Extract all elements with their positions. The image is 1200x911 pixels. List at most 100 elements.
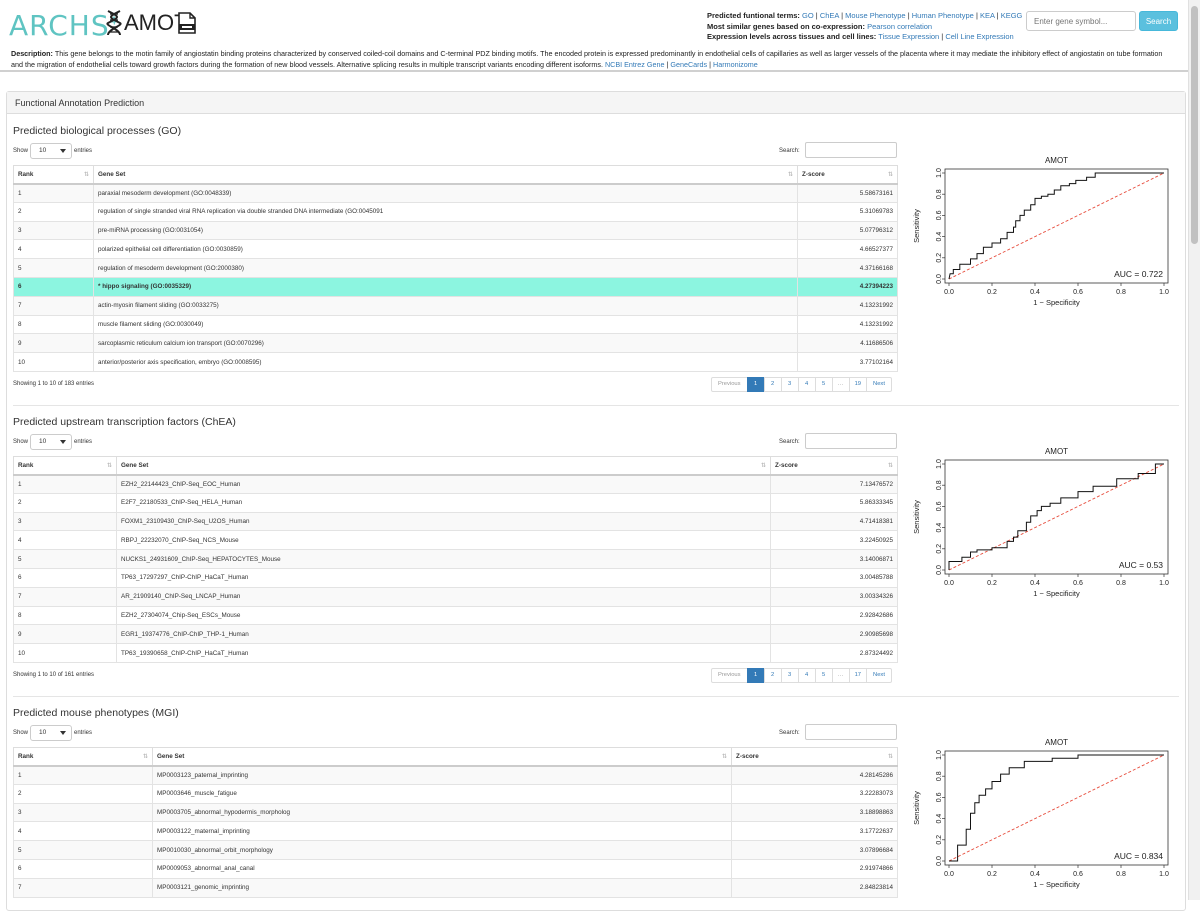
- pagination-page[interactable]: 4: [797, 377, 816, 392]
- pagination-previous[interactable]: Previous: [711, 668, 748, 683]
- table-row[interactable]: 10 anterior/posterior axis specification,…: [13, 352, 898, 372]
- entries-length-select[interactable]: 10: [30, 434, 72, 450]
- table-row[interactable]: 2 E2F7_22180533_ChIP-Seq_HELA_Human 5.8633…: [13, 492, 898, 513]
- column-rank[interactable]: Rank ⇅: [13, 747, 153, 767]
- chevron-down-icon: [60, 149, 66, 153]
- gene-set-cell: anterior/posterior axis specification, e…: [93, 352, 798, 372]
- rank-cell: 5: [13, 840, 153, 860]
- y-tick-label: 0.2: [936, 835, 943, 845]
- json-download-icon[interactable]: [178, 12, 196, 34]
- table-row[interactable]: 1 MP0003123_paternal_imprinting 4.28145286: [13, 765, 898, 785]
- link-kegg[interactable]: KEGG: [1000, 11, 1023, 20]
- table-row[interactable]: 9 sarcoplasmic reticulum calcium ion tran…: [13, 333, 898, 354]
- link-harmonizome[interactable]: Harmonizome: [713, 59, 758, 69]
- link-go[interactable]: GO: [802, 11, 814, 20]
- table-row[interactable]: 3 MP0003705_abnormal_hypodermis_morpholog…: [13, 802, 898, 823]
- auc-label: AUC = 0.53: [1119, 560, 1163, 570]
- page-scrollbar[interactable]: [1188, 0, 1200, 900]
- predicted-terms-line: Predicted funtional terms: GO | ChEA | M…: [707, 11, 1023, 20]
- pagination-page[interactable]: 1: [746, 668, 765, 683]
- table-row[interactable]: 7 MP0003121_genomic_imprinting 2.84823814: [13, 877, 898, 898]
- column-zscore[interactable]: Z-score ⇅: [770, 456, 898, 476]
- column-rank[interactable]: Rank ⇅: [13, 456, 117, 476]
- table-row[interactable]: 4 MP0003122_maternal_imprinting 3.17722637: [13, 821, 898, 842]
- table-row[interactable]: 5 NUCKS1_24931609_ChIP-Seq_HEPATOCYTES_Mo…: [13, 549, 898, 569]
- column-gene-set[interactable]: Gene Set ⇅: [152, 747, 732, 767]
- link-tissue-expression[interactable]: Tissue Expression: [878, 32, 940, 41]
- pagination-next[interactable]: Next: [866, 668, 892, 683]
- zscore-cell: 4.66527377: [797, 239, 898, 260]
- link-ncbi-entrez-gene[interactable]: NCBI Entrez Gene: [604, 59, 665, 69]
- gene-set-cell: TP63_19390658_ChIP-ChIP_HaCaT_Human: [116, 643, 771, 663]
- roc-chart-chea: AMOT 0.0 0.0 0.2 0.2 0.4 0.4 0.6 0.6 0.8 0.8 1.0 1.0…: [905, 442, 1175, 612]
- pagination-page[interactable]: 1: [746, 377, 765, 392]
- table-row[interactable]: 5 regulation of mesoderm development (GO:…: [13, 258, 898, 278]
- pagination-page[interactable]: 5: [814, 377, 833, 392]
- table-row[interactable]: 2 MP0003646_muscle_fatigue 3.22283073: [13, 783, 898, 804]
- pagination-last-page[interactable]: 19: [848, 377, 868, 392]
- link-cell-line-expression[interactable]: Cell Line Expression: [945, 32, 1014, 41]
- table-row[interactable]: 8 EZH2_27304074_Chip-Seq_ESCs_Mouse 2.9284…: [13, 605, 898, 626]
- rank-cell: 5: [13, 258, 94, 278]
- pagination-page[interactable]: 2: [763, 668, 782, 683]
- column-rank[interactable]: Rank ⇅: [13, 165, 94, 185]
- pagination-page[interactable]: 3: [780, 668, 799, 683]
- archs4-logo[interactable]: ARCHS4: [9, 9, 118, 42]
- table-row[interactable]: 6 TP63_17297297_ChIP-ChIP_HaCaT_Human 3.00…: [13, 567, 898, 588]
- column-zscore[interactable]: Z-score ⇅: [731, 747, 898, 767]
- rank-cell: 6: [13, 858, 153, 879]
- table-search-input[interactable]: [805, 433, 897, 449]
- pagination-page[interactable]: 4: [797, 668, 816, 683]
- table-row-highlighted[interactable]: 6 * hippo signaling (GO:0035329) 4.2739422…: [13, 276, 898, 297]
- zscore-cell: 5.07796312: [797, 220, 898, 241]
- zscore-cell: 4.28145286: [731, 765, 898, 785]
- table-row[interactable]: 3 FOXM1_23109430_ChIP-Seq_U2OS_Human 4.714…: [13, 511, 898, 532]
- table-row[interactable]: 5 MP0010030_abnormal_orbit_morphology 3.07…: [13, 840, 898, 860]
- table-row[interactable]: 7 actin-myosin filament sliding (GO:00332…: [13, 295, 898, 316]
- column-gene-set[interactable]: Gene Set ⇅: [116, 456, 771, 476]
- table-row[interactable]: 6 MP0009053_abnormal_anal_canal 2.91974866: [13, 858, 898, 879]
- table-row[interactable]: 7 AR_21909140_ChIP-Seq_LNCAP_Human 3.00334…: [13, 586, 898, 607]
- y-tick-label: 1.0: [936, 459, 943, 469]
- description-label: Description:: [11, 49, 53, 58]
- link-chea[interactable]: ChEA: [819, 11, 840, 20]
- table-row[interactable]: 10 TP63_19390658_ChIP-ChIP_HaCaT_Human 2.8…: [13, 643, 898, 663]
- gene-set-cell: MP0009053_abnormal_anal_canal: [152, 858, 732, 879]
- table-row[interactable]: 2 regulation of single stranded viral RNA…: [13, 201, 898, 222]
- column-gene-set[interactable]: Gene Set ⇅: [93, 165, 798, 185]
- table-search-input[interactable]: [805, 724, 897, 740]
- gene-set-cell: AR_21909140_ChIP-Seq_LNCAP_Human: [116, 586, 771, 607]
- link-genecards[interactable]: GeneCards: [670, 59, 708, 69]
- pagination-page[interactable]: 3: [780, 377, 799, 392]
- rank-cell: 4: [13, 530, 117, 551]
- link-mouse-phenotype[interactable]: Mouse Phenotype: [845, 11, 906, 20]
- entries-length-select[interactable]: 10: [30, 143, 72, 159]
- table-row[interactable]: 1 EZH2_22144423_ChIP-Seq_EOC_Human 7.13476…: [13, 474, 898, 494]
- x-tick-label: 1.0: [1159, 289, 1169, 296]
- x-tick-label: 0.2: [987, 289, 997, 296]
- search-button[interactable]: Search: [1139, 11, 1178, 31]
- column-zscore[interactable]: Z-score ⇅: [797, 165, 898, 185]
- gene-search-input[interactable]: [1026, 11, 1136, 31]
- pagination-page[interactable]: 5: [814, 668, 833, 683]
- link-kea[interactable]: KEA: [979, 11, 995, 20]
- table-row[interactable]: 4 polarized epithelial cell differentiati…: [13, 239, 898, 260]
- table-row[interactable]: 1 paraxial mesoderm development (GO:00483…: [13, 183, 898, 203]
- table-row[interactable]: 3 pre-miRNA processing (GO:0031054) 5.0779…: [13, 220, 898, 241]
- entries-length-select[interactable]: 10: [30, 725, 72, 741]
- pagination-previous[interactable]: Previous: [711, 377, 748, 392]
- predicted-terms-label: Predicted funtional terms:: [707, 11, 800, 20]
- pagination-next[interactable]: Next: [866, 377, 892, 392]
- pagination-page[interactable]: 2: [763, 377, 782, 392]
- table-row[interactable]: 8 muscle filament sliding (GO:0030049) 4.1…: [13, 314, 898, 335]
- scrollbar-thumb[interactable]: [1191, 6, 1198, 244]
- pagination-last-page[interactable]: 17: [848, 668, 868, 683]
- link-pearson-correlation[interactable]: Pearson correlation: [867, 21, 933, 31]
- table-row[interactable]: 4 RBPJ_22232070_ChIP-Seq_NCS_Mouse 3.22450…: [13, 530, 898, 551]
- link-human-phenotype[interactable]: Human Phenotype: [911, 11, 974, 20]
- table-row[interactable]: 9 EGR1_19374776_ChIP-ChIP_THP-1_Human 2.90…: [13, 624, 898, 645]
- gene-set-cell: MP0003705_abnormal_hypodermis_morpholog: [152, 802, 732, 823]
- table-search-input[interactable]: [805, 142, 897, 158]
- plot-frame: [944, 750, 1169, 866]
- zscore-cell: 2.92842686: [770, 605, 898, 626]
